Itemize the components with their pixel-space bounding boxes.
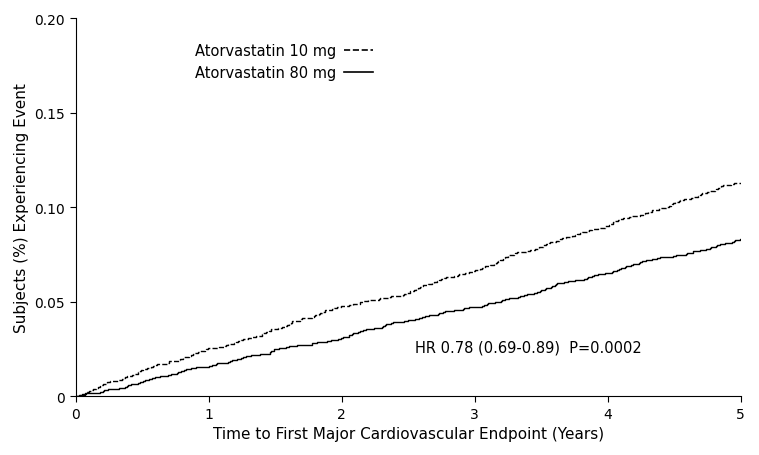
Atorvastatin 80 mg (736, 237, 745, 243)
Atorvastatin 10 mg (538, 244, 547, 249)
Atorvastatin 10 mg (736, 181, 745, 186)
Atorvastatin 80 mg (361, 327, 370, 333)
Atorvastatin 80 mg (209, 362, 219, 368)
Text: HR 0.78 (0.69-0.89)  P=0.0002: HR 0.78 (0.69-0.89) P=0.0002 (415, 340, 641, 355)
Atorvastatin 80 mg (105, 387, 114, 392)
X-axis label: Time to First Major Cardiovascular Endpoint (Years): Time to First Major Cardiovascular Endpo… (213, 426, 603, 441)
Atorvastatin 10 mg (189, 351, 198, 356)
Atorvastatin 10 mg (329, 307, 338, 312)
Atorvastatin 10 mg (730, 181, 739, 186)
Atorvastatin 80 mg (177, 369, 186, 374)
Y-axis label: Subjects (%) Experiencing Event: Subjects (%) Experiencing Event (14, 83, 29, 333)
Atorvastatin 80 mg (71, 394, 80, 399)
Atorvastatin 10 mg (320, 309, 329, 314)
Line: Atorvastatin 10 mg: Atorvastatin 10 mg (76, 183, 741, 396)
Atorvastatin 10 mg (71, 394, 80, 399)
Atorvastatin 10 mg (538, 243, 547, 249)
Atorvastatin 80 mg (348, 331, 357, 336)
Legend: Atorvastatin 10 mg, Atorvastatin 80 mg: Atorvastatin 10 mg, Atorvastatin 80 mg (189, 38, 379, 87)
Atorvastatin 80 mg (266, 349, 276, 354)
Atorvastatin 10 mg (358, 299, 367, 305)
Atorvastatin 80 mg (735, 237, 745, 243)
Line: Atorvastatin 80 mg: Atorvastatin 80 mg (76, 240, 741, 396)
